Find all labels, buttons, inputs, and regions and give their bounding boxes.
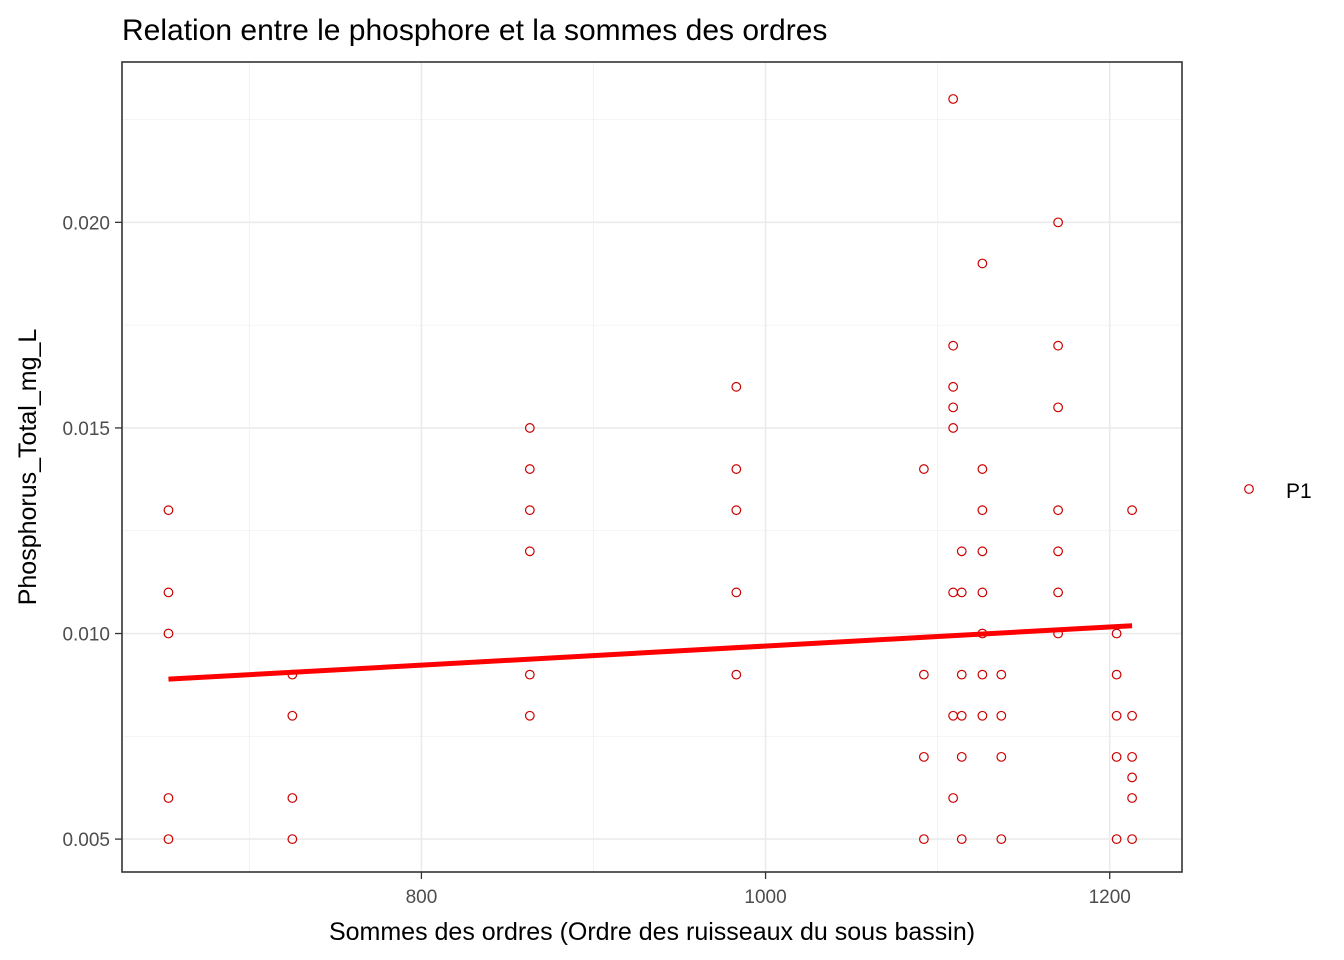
y-tick-label: 0.020 — [62, 213, 110, 234]
data-point — [977, 710, 988, 721]
data-point — [1127, 710, 1137, 721]
data-point — [1053, 546, 1064, 557]
data-point — [731, 464, 742, 474]
data-point — [996, 710, 1007, 721]
data-point — [956, 587, 967, 598]
y-tick-label: 0.005 — [62, 830, 110, 851]
data-point — [524, 505, 535, 516]
data-point — [163, 628, 174, 639]
data-point — [731, 505, 742, 516]
plot-panel — [121, 61, 1183, 873]
data-point — [918, 669, 929, 680]
data-point — [524, 669, 535, 680]
data-point — [1053, 402, 1064, 413]
data-point — [1127, 751, 1137, 762]
data-point — [1111, 710, 1122, 721]
data-point — [948, 402, 959, 413]
y-axis: 0.005 0.010 0.015 0.020 — [62, 213, 122, 851]
x-axis-title: Sommes des ordres (Ordre des ruisseaux d… — [329, 918, 975, 946]
data-point — [731, 587, 742, 598]
chart-title: Relation entre le phosphore et la sommes… — [122, 14, 827, 47]
x-axis: 800 1000 1200 — [406, 872, 1131, 908]
legend: P1 — [1244, 480, 1312, 503]
data-point — [287, 710, 298, 721]
data-point — [977, 464, 988, 474]
data-point — [977, 546, 988, 557]
data-point — [948, 94, 959, 104]
x-tick-label: 800 — [406, 887, 438, 908]
data-point — [1053, 505, 1064, 516]
data-point — [918, 751, 929, 762]
data-point — [996, 669, 1007, 680]
data-point — [163, 587, 174, 598]
legend-label-p1: P1 — [1286, 480, 1312, 503]
data-point — [948, 793, 959, 803]
data-point — [524, 423, 535, 433]
data-point — [948, 423, 959, 433]
data-point — [956, 834, 967, 845]
data-point — [956, 669, 967, 680]
data-point — [1127, 834, 1137, 845]
data-point — [1053, 340, 1064, 351]
data-point — [918, 464, 929, 474]
data-point — [163, 793, 174, 803]
y-tick-label: 0.015 — [62, 419, 110, 440]
data-point — [918, 834, 929, 845]
data-point — [996, 751, 1007, 762]
data-point — [524, 464, 535, 474]
data-point — [1111, 628, 1122, 639]
data-point — [1111, 834, 1122, 845]
data-point — [956, 751, 967, 762]
x-tick-label: 1000 — [744, 887, 786, 908]
data-point — [1053, 217, 1064, 228]
data-point — [1127, 793, 1137, 803]
data-point — [1127, 505, 1137, 516]
y-axis-title: Phosphorus_Total_mg_L — [14, 329, 42, 606]
data-point — [1111, 751, 1122, 762]
data-point — [948, 381, 959, 392]
legend-key-p1 — [1244, 484, 1254, 494]
panel-background — [122, 62, 1182, 872]
data-point — [731, 669, 742, 680]
data-point — [1127, 772, 1137, 783]
data-point — [996, 834, 1007, 845]
data-point — [956, 710, 967, 721]
data-point — [524, 710, 535, 721]
data-point — [956, 546, 967, 557]
y-tick-label: 0.010 — [62, 625, 110, 646]
data-point — [524, 546, 535, 557]
data-point — [731, 381, 742, 392]
trend-line-group — [168, 623, 1133, 682]
panel-border — [121, 61, 1183, 873]
data-point — [977, 505, 988, 516]
data-point — [163, 834, 174, 845]
data-point — [287, 793, 298, 803]
data-point — [1053, 587, 1064, 598]
data-point — [1111, 669, 1122, 680]
x-tick-label: 1200 — [1089, 887, 1131, 908]
data-point — [287, 834, 298, 845]
trend-line — [168, 623, 1133, 682]
data-point — [977, 669, 988, 680]
data-point — [948, 340, 959, 351]
data-point — [163, 505, 174, 516]
data-point — [977, 258, 988, 269]
data-point — [977, 587, 988, 598]
